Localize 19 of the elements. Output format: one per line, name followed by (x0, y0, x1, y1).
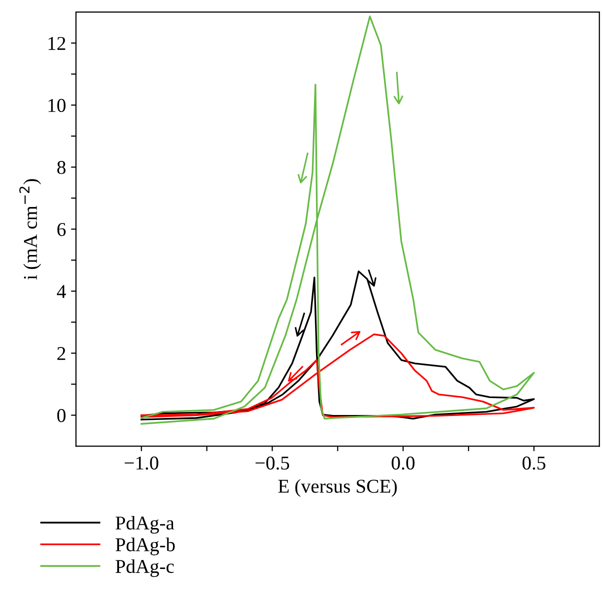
y-tick-label: 0 (57, 409, 66, 422)
y-tick-label: 4 (56, 285, 66, 298)
y-tick-label: 8 (57, 160, 66, 174)
x-tick-label: 0.5 (522, 456, 546, 470)
x-tick-label: −0.5 (256, 456, 290, 470)
line-series (140, 16, 535, 425)
legend-label: PdAg-b (116, 538, 175, 556)
x-tick-label: 0.0 (392, 456, 415, 470)
line-series (140, 270, 535, 420)
x-tick-label: −1.0 (124, 456, 158, 470)
legend-label: PdAg-c (116, 559, 174, 578)
line-series (140, 333, 535, 418)
legend-label: PdAg-a (116, 516, 174, 534)
y-tick-label: 6 (57, 223, 66, 236)
y-tick-label: 12 (48, 36, 66, 50)
y-tick-label: 2 (57, 347, 66, 360)
y-tick-label: 10 (48, 98, 66, 112)
x-axis-title: E (versus SCE) (278, 479, 397, 497)
y-axis-title: i (mA cm$^{−2}$) (19, 179, 41, 280)
